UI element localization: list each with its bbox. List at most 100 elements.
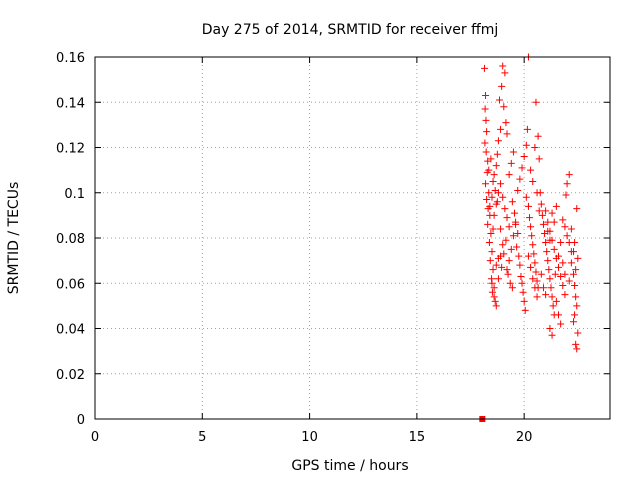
- data-point: [486, 257, 494, 265]
- data-point: [529, 241, 537, 249]
- data-point: [561, 291, 569, 299]
- data-point: [483, 196, 491, 204]
- data-point: [531, 284, 539, 292]
- data-point: [545, 266, 553, 274]
- data-point: [502, 119, 510, 127]
- data-point: [567, 259, 575, 267]
- data-point: [494, 137, 502, 145]
- data-point: [563, 180, 571, 188]
- data-point: [507, 159, 515, 167]
- data-point: [555, 252, 562, 260]
- data-point: [497, 180, 505, 188]
- data-point: [535, 207, 543, 215]
- data-point: [570, 270, 578, 278]
- data-point: [492, 302, 500, 310]
- data-point: [544, 257, 552, 265]
- data-point: [546, 325, 554, 332]
- data-point: [544, 227, 552, 235]
- data-point: [489, 225, 497, 233]
- data-point: [516, 261, 524, 269]
- data-point: [548, 293, 556, 301]
- data-point: [498, 263, 506, 271]
- data-point: [488, 288, 496, 296]
- data-point: [508, 198, 516, 206]
- data-point: [485, 166, 493, 174]
- data-point: [557, 239, 565, 247]
- data-point: [514, 186, 522, 194]
- x-tick-label: 20: [516, 430, 533, 445]
- data-point: [515, 252, 523, 260]
- data-point: [529, 177, 537, 185]
- data-point: [509, 148, 517, 156]
- data-point: [570, 248, 578, 256]
- data-point: [557, 272, 565, 280]
- data-point: [497, 225, 505, 233]
- data-point: [548, 331, 556, 339]
- data-point: [503, 266, 511, 274]
- data-point: [533, 277, 541, 285]
- data-point: [503, 214, 511, 222]
- data-point: [574, 329, 582, 337]
- data-point: [491, 297, 499, 305]
- data-point: [571, 239, 579, 247]
- data-point: [487, 229, 495, 237]
- data-point: [491, 186, 499, 194]
- data-point: [504, 270, 512, 278]
- data-point: [509, 232, 517, 240]
- y-tick-label: 0.16: [56, 51, 85, 66]
- data-point: [559, 259, 567, 267]
- x-tick-label: 5: [198, 430, 206, 445]
- data-point: [570, 318, 578, 326]
- data-point: [573, 345, 581, 353]
- data-point: [572, 266, 580, 274]
- data-point: [555, 263, 562, 271]
- y-tick-label: 0.14: [56, 96, 85, 111]
- data-point: [572, 340, 580, 348]
- data-point: [528, 232, 536, 240]
- data-point: [527, 263, 535, 271]
- data-point: [507, 245, 515, 253]
- data-point: [529, 275, 537, 283]
- data-point: [522, 193, 530, 201]
- data-point: [527, 166, 535, 174]
- data-point: [519, 288, 527, 296]
- y-tick-label: 0.06: [56, 277, 85, 292]
- data-point: [485, 189, 493, 197]
- grid: [95, 57, 610, 419]
- data-point: [520, 297, 528, 305]
- y-tick-label: 0.08: [56, 232, 85, 247]
- data-point: [549, 302, 557, 310]
- data-point: [493, 198, 501, 206]
- data-point: [531, 259, 539, 267]
- data-point: [539, 220, 547, 228]
- data-point: [489, 177, 497, 185]
- data-point: [482, 91, 490, 99]
- data-point: [532, 98, 540, 106]
- data-point: [490, 293, 498, 301]
- data-point: [542, 291, 550, 299]
- data-point: [574, 254, 582, 262]
- data-point: [492, 162, 500, 170]
- data-point: [526, 214, 534, 222]
- data-point: [501, 205, 509, 213]
- data-point: [499, 241, 507, 249]
- data-point: [486, 202, 494, 210]
- data-point: [532, 268, 540, 276]
- data-point: [539, 284, 547, 292]
- data-point: [559, 216, 567, 224]
- data-point: [542, 207, 550, 215]
- data-point: [573, 205, 581, 213]
- data-point: [485, 239, 493, 247]
- data-point: [508, 284, 516, 292]
- data-point: [523, 125, 531, 133]
- data-point: [481, 139, 489, 147]
- data-point: [499, 62, 507, 70]
- y-tick-label: 0.04: [56, 323, 85, 338]
- data-point: [561, 270, 569, 278]
- data-point: [482, 116, 490, 124]
- data-point: [546, 275, 554, 283]
- data-point: [502, 236, 510, 244]
- data-point: [505, 257, 513, 265]
- data-point: [497, 252, 505, 260]
- y-axis-label: SRMTID / TECUs: [6, 182, 22, 295]
